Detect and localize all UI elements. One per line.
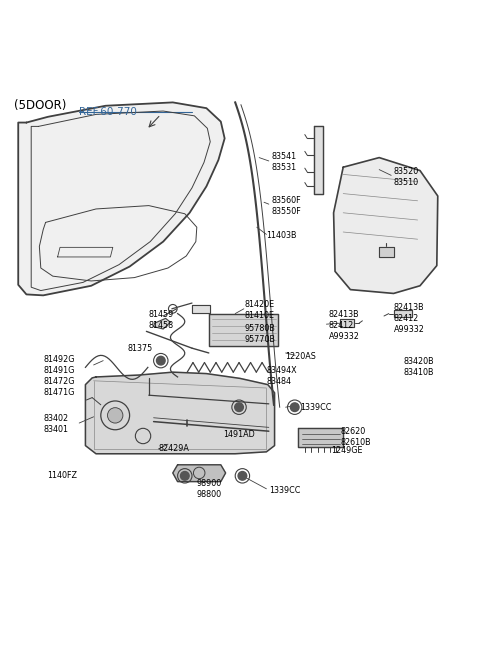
Polygon shape [173, 465, 226, 482]
Polygon shape [334, 157, 438, 293]
Circle shape [180, 472, 189, 480]
Text: 83520
83510: 83520 83510 [394, 167, 419, 187]
Text: 98900
98800: 98900 98800 [197, 479, 222, 499]
Text: 83420B
83410B: 83420B 83410B [403, 358, 434, 377]
Polygon shape [192, 305, 210, 313]
Text: 83560F
83550F: 83560F 83550F [271, 195, 301, 216]
Text: 83494X
83484: 83494X 83484 [266, 366, 297, 386]
Text: 1140FZ: 1140FZ [47, 471, 77, 480]
Text: 81492G
81491G: 81492G 81491G [43, 355, 75, 375]
Text: 1220AS: 1220AS [286, 352, 316, 361]
Text: (5DOOR): (5DOOR) [14, 98, 67, 112]
Text: 81375: 81375 [127, 344, 153, 353]
Polygon shape [18, 102, 225, 295]
Text: 81459
81458: 81459 81458 [149, 310, 174, 330]
Text: 82429A: 82429A [158, 445, 189, 453]
Text: REF.60-770: REF.60-770 [79, 107, 137, 117]
Text: 83402
83401: 83402 83401 [43, 414, 68, 434]
Text: 1249GE: 1249GE [331, 446, 363, 455]
Text: 82413B
82412
A99332: 82413B 82412 A99332 [329, 310, 360, 341]
Circle shape [108, 407, 123, 423]
Polygon shape [298, 428, 343, 447]
Circle shape [156, 356, 165, 365]
Text: 82413B
82412
A99332: 82413B 82412 A99332 [394, 303, 424, 334]
Text: 1491AD: 1491AD [223, 430, 255, 439]
Polygon shape [314, 127, 323, 194]
Polygon shape [379, 247, 394, 257]
Text: 1339CC: 1339CC [300, 403, 331, 412]
Text: 11403B: 11403B [266, 231, 297, 240]
Text: 95780B
95770B: 95780B 95770B [245, 324, 276, 344]
Text: 83541
83531: 83541 83531 [271, 152, 296, 173]
Text: 82620
82610B: 82620 82610B [341, 427, 372, 447]
Text: 1339CC: 1339CC [269, 485, 300, 495]
Polygon shape [154, 318, 170, 329]
Polygon shape [85, 372, 275, 454]
Polygon shape [340, 319, 354, 327]
Polygon shape [209, 314, 278, 346]
Circle shape [238, 472, 247, 480]
Circle shape [235, 403, 243, 411]
Text: 81420E
81410E: 81420E 81410E [245, 300, 275, 320]
Text: 81472G
81471G: 81472G 81471G [43, 377, 75, 397]
Polygon shape [394, 310, 412, 318]
Circle shape [290, 403, 299, 411]
